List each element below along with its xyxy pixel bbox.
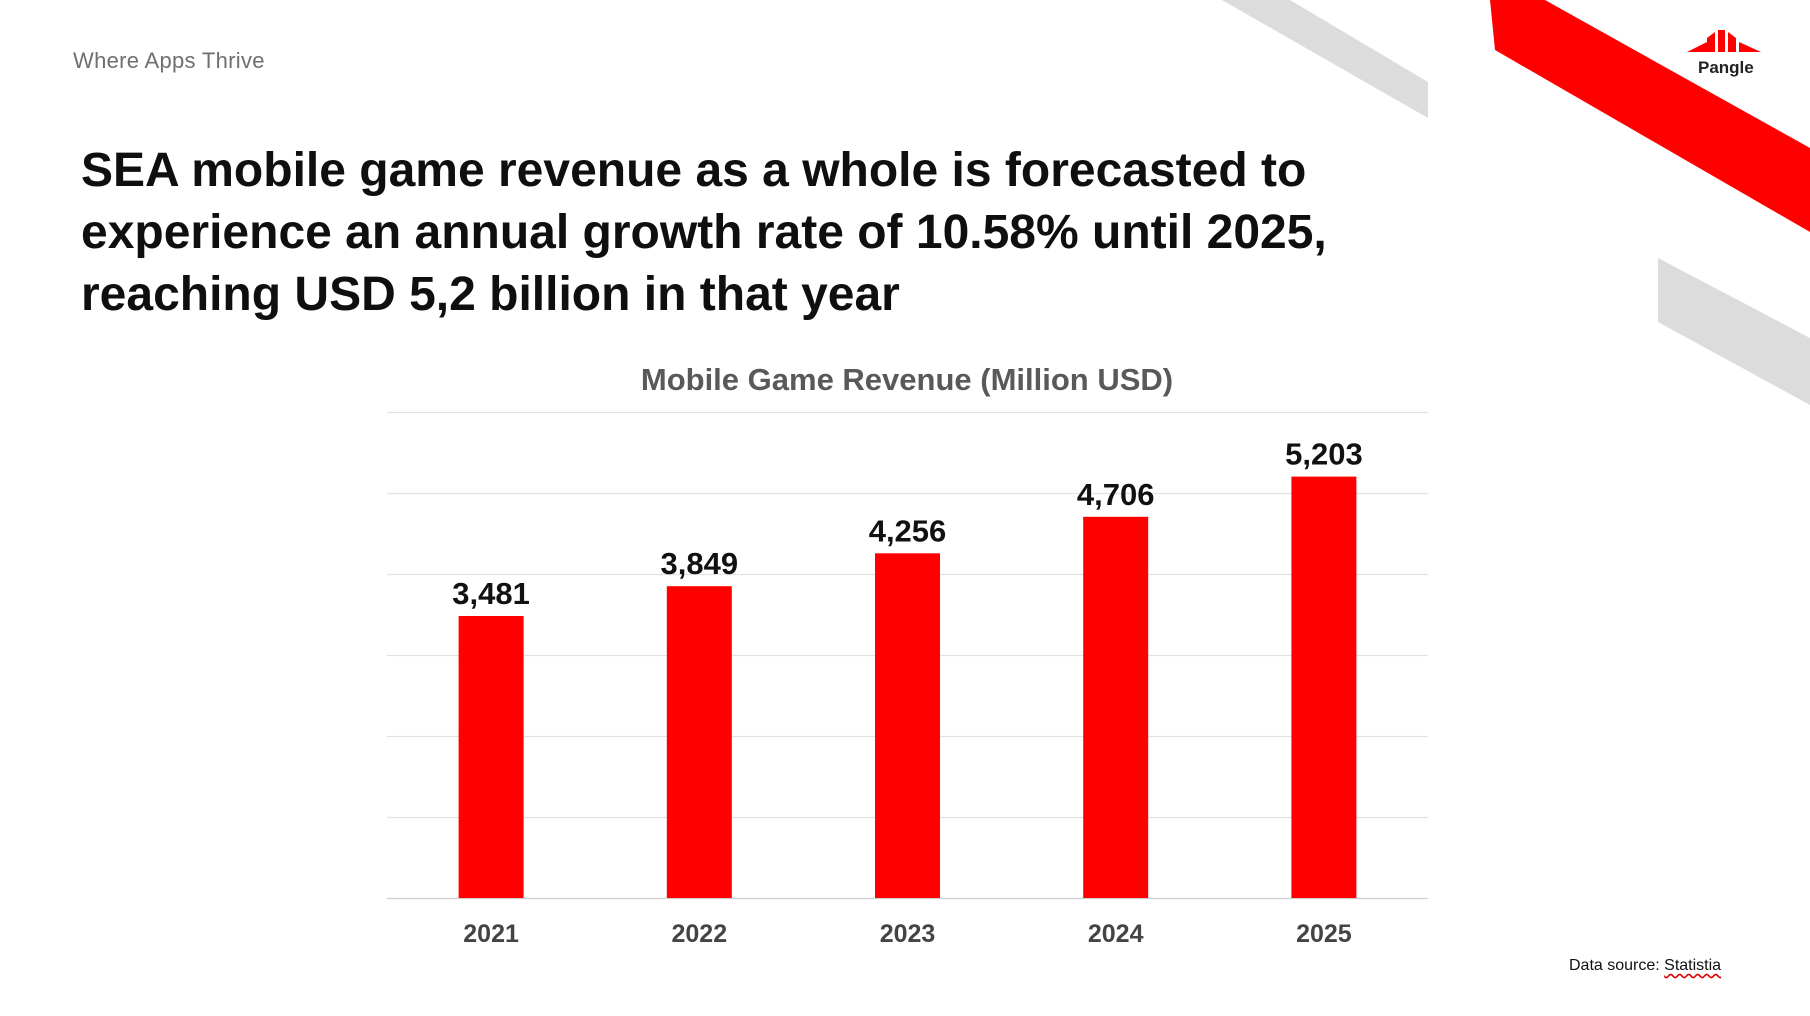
tagline: Where Apps Thrive (73, 48, 265, 73)
chart-x-labels: 2021 2022 2023 2024 2025 (463, 920, 1352, 948)
bar-2021 (458, 616, 524, 898)
pangle-logo-icon (1687, 30, 1761, 52)
bar-2024 (1083, 516, 1149, 898)
x-tick-label-2025: 2025 (1296, 920, 1352, 948)
x-tick-label-2022: 2022 (671, 920, 727, 948)
bar-2023 (875, 553, 940, 898)
data-source-name: Statistia (1664, 957, 1722, 974)
bar-2022 (666, 586, 732, 898)
value-label-2025: 5,203 (1285, 437, 1363, 472)
bar-2025 (1291, 476, 1357, 898)
value-label-2023: 4,256 (869, 513, 947, 548)
red-stripe (1490, 0, 1810, 232)
gray-stripe-right (1658, 258, 1810, 405)
value-label-2022: 3,849 (661, 546, 739, 581)
headline-line-3: reaching USD 5,2 billion in that year (81, 268, 900, 321)
chart-bars (458, 476, 1357, 898)
chart-title: Mobile Game Revenue (Million USD) (641, 362, 1173, 397)
chart-value-labels: 3,481 3,849 4,256 4,706 5,203 (452, 437, 1362, 611)
value-label-2021: 3,481 (452, 576, 530, 611)
logo-text: Pangle (1698, 58, 1754, 77)
x-tick-label-2024: 2024 (1088, 920, 1144, 948)
value-label-2024: 4,706 (1077, 477, 1155, 512)
gray-stripe-top (1222, 0, 1428, 118)
x-tick-label-2021: 2021 (463, 920, 519, 948)
data-source: Data source: Statistia (1569, 957, 1721, 975)
headline-line-1: SEA mobile game revenue as a whole is fo… (81, 144, 1307, 197)
headline-line-2: experience an annual growth rate of 10.5… (81, 206, 1327, 259)
x-tick-label-2023: 2023 (880, 920, 936, 948)
data-source-prefix: Data source: (1569, 957, 1665, 974)
headline: SEA mobile game revenue as a whole is fo… (81, 140, 1481, 326)
